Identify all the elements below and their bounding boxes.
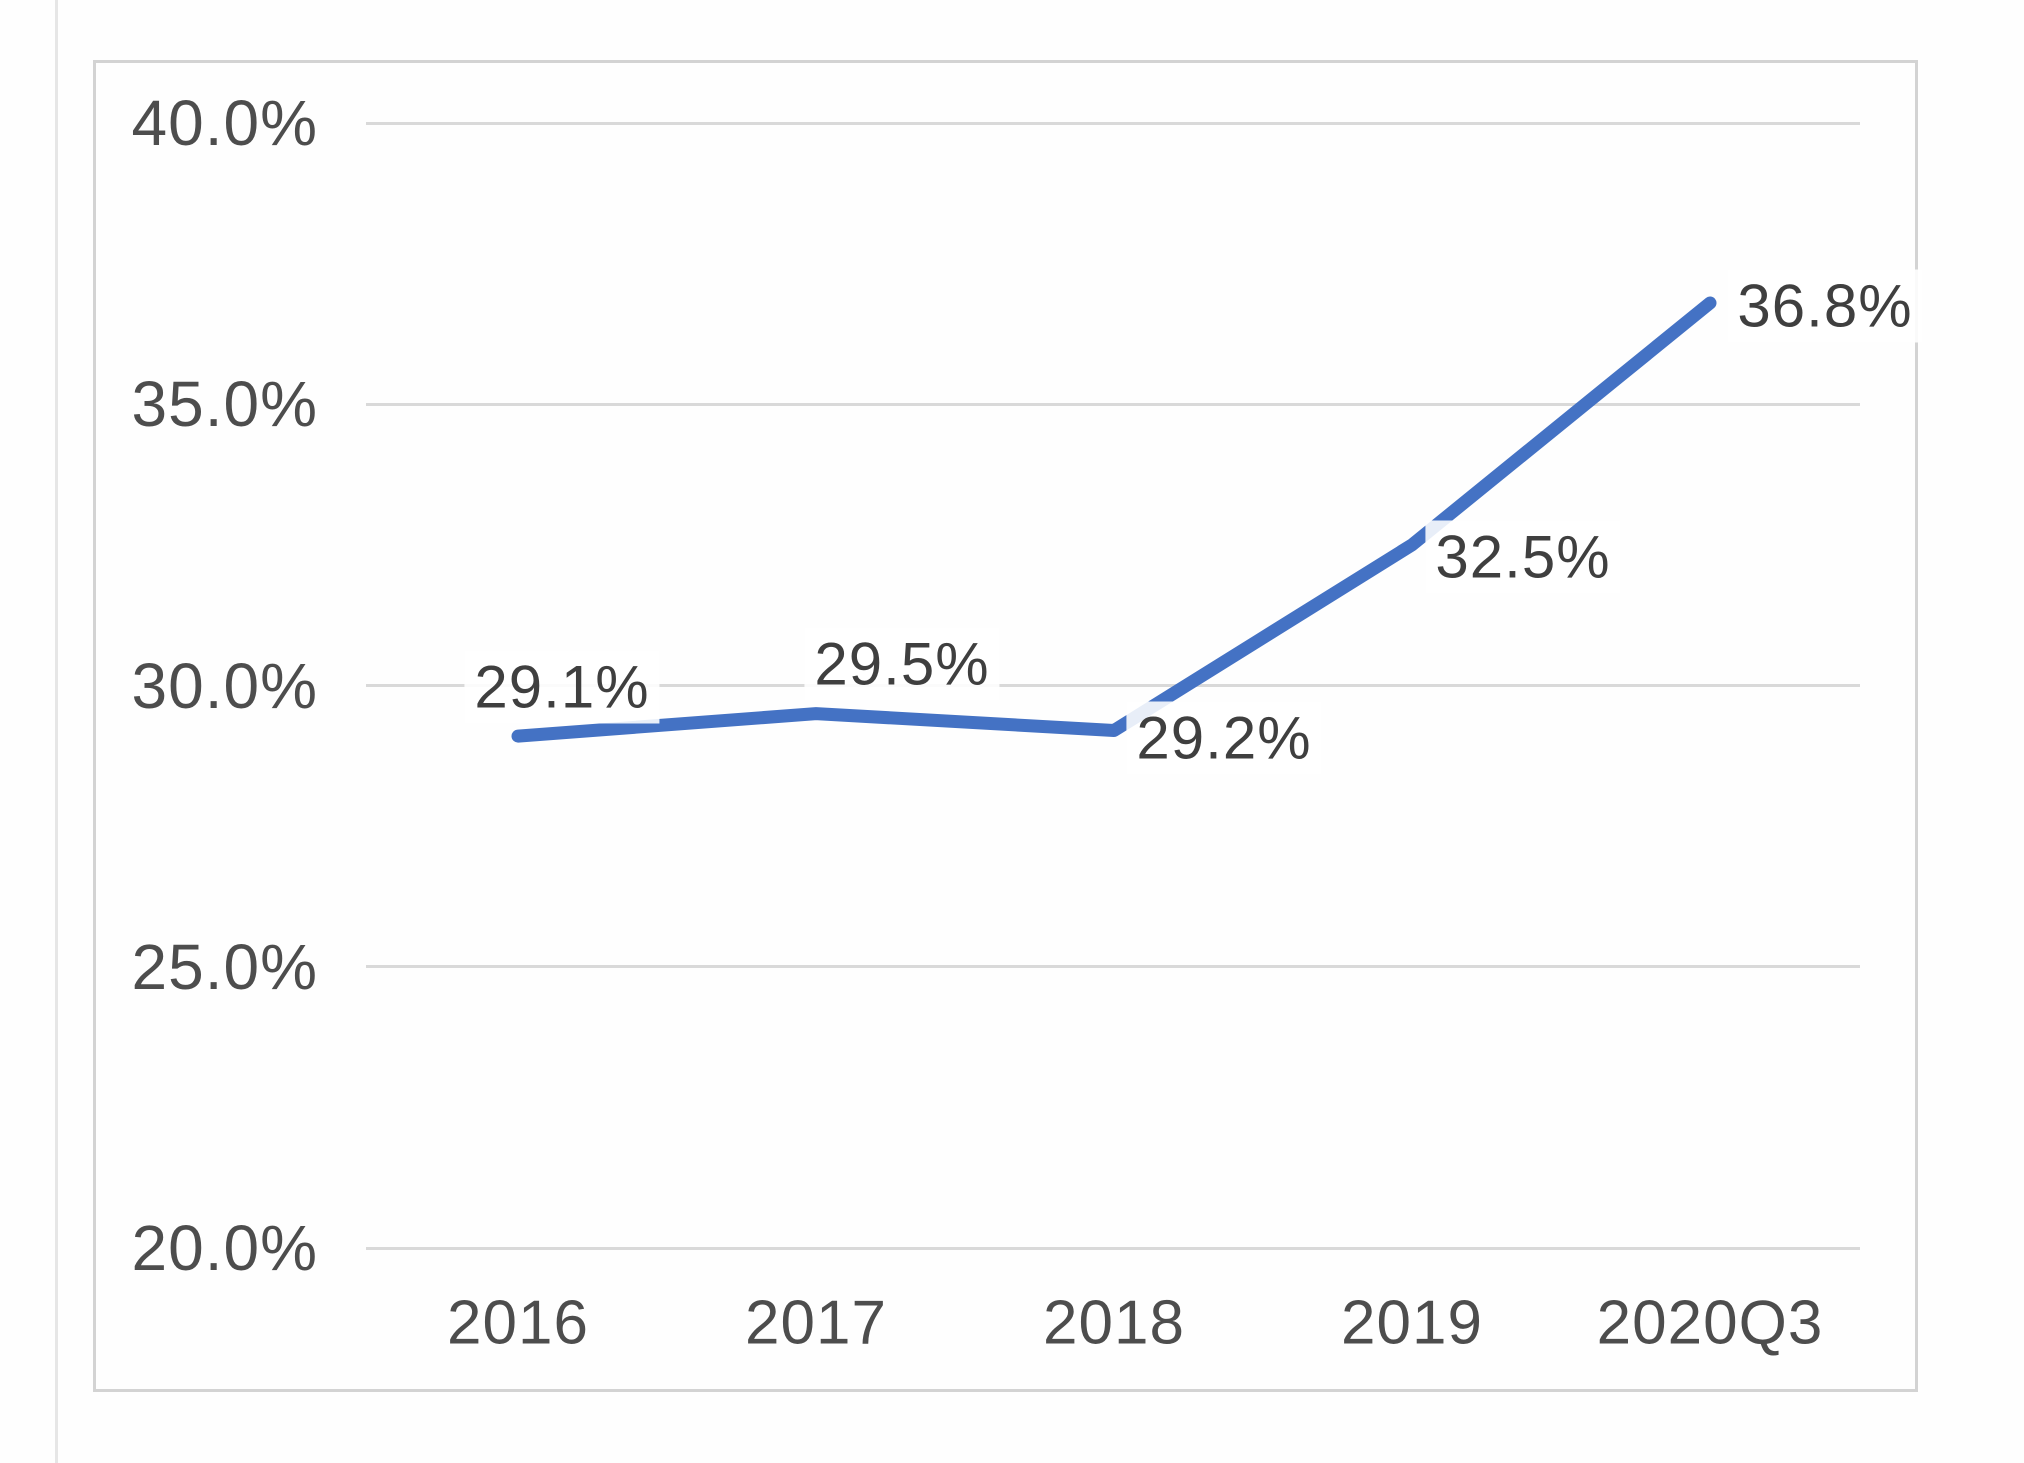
y-gridline	[366, 402, 1860, 406]
y-gridline	[366, 1246, 1860, 1250]
y-axis-label: 35.0%	[131, 368, 318, 441]
data-label: 32.5%	[1425, 520, 1621, 594]
y-axis-label: 40.0%	[131, 87, 318, 159]
data-label: 29.5%	[804, 627, 1000, 701]
x-axis-label: 2019	[1341, 1288, 1483, 1358]
x-axis-label: 2016	[447, 1288, 589, 1358]
y-axis-label: 20.0%	[131, 1212, 318, 1284]
x-axis-label: 2018	[1043, 1288, 1185, 1358]
page-edge-line	[55, 0, 58, 1463]
y-gridline	[366, 121, 1860, 125]
data-label: 29.2%	[1126, 701, 1322, 775]
y-axis-label: 25.0%	[131, 930, 318, 1003]
chart-panel	[93, 60, 1918, 1392]
x-axis-label: 2020Q3	[1596, 1288, 1824, 1358]
x-axis-label: 2017	[745, 1288, 887, 1358]
y-gridline	[366, 965, 1860, 969]
data-label: 36.8%	[1727, 269, 1923, 343]
data-label: 29.1%	[464, 650, 660, 724]
y-axis-label: 30.0%	[131, 649, 318, 722]
trend-line	[511, 296, 1717, 743]
y-gridline	[366, 684, 1860, 687]
